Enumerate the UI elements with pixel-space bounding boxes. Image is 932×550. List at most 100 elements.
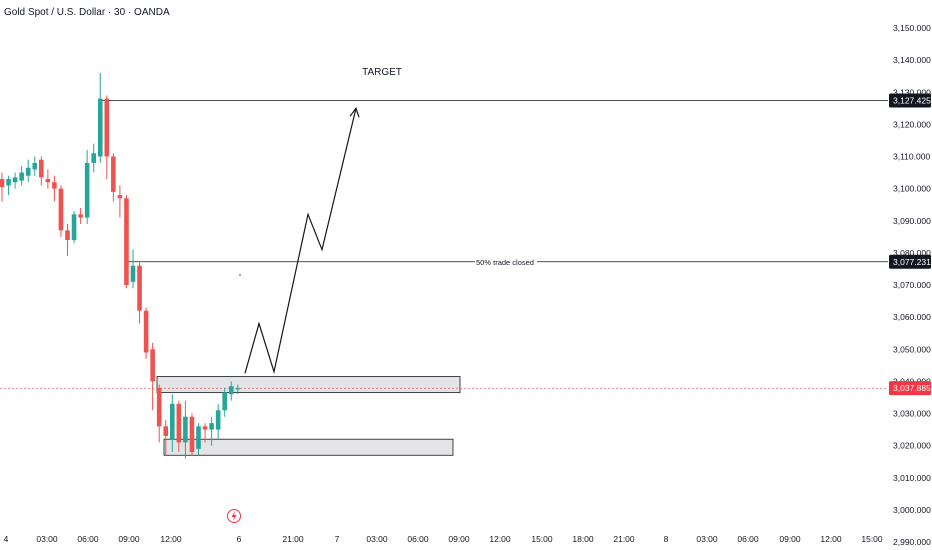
candle — [222, 387, 227, 417]
candle — [45, 169, 51, 189]
horizontal-lines — [0, 100, 888, 389]
candle-body — [189, 416, 195, 453]
candle — [97, 72, 103, 163]
time-axis[interactable]: 4 03:00 06:00 09:00 12:00 6 21:00 7 03:00 06:00 09… — [4, 509, 883, 545]
candle — [84, 150, 90, 224]
candle — [124, 195, 129, 289]
candle — [0, 172, 5, 202]
x-tick-label: 21:00 — [282, 534, 304, 544]
y-tick-label: 3,080.000 — [893, 248, 931, 258]
trade-note-bg — [475, 256, 537, 267]
price-tag[interactable]: 3,077.231 — [889, 254, 931, 269]
candle — [117, 185, 123, 218]
projection-path — [244, 108, 357, 375]
candle-body — [25, 167, 31, 176]
candle — [170, 394, 175, 453]
candle-body — [170, 403, 175, 440]
candle — [202, 423, 208, 443]
candle — [137, 262, 142, 324]
price-axis[interactable]: 3,150.000 3,140.000 3,130.000 3,120.000 3,11… — [889, 23, 931, 547]
price-tag[interactable]: 3,127.425 — [889, 93, 931, 108]
current-price-tag-text: 3,037.885 — [893, 383, 931, 393]
candle-body — [97, 98, 103, 157]
x-tick-label: 03:00 — [366, 534, 388, 544]
x-tick-label: 06:00 — [737, 534, 759, 544]
candle — [143, 307, 149, 359]
candle — [78, 207, 83, 224]
x-tick-label: 12:00 — [489, 534, 511, 544]
lightning-icon — [231, 511, 237, 521]
candle-body — [228, 386, 234, 395]
candle-body — [12, 177, 18, 183]
candle-body — [78, 214, 83, 218]
y-tick-label: 3,130.000 — [893, 87, 931, 97]
y-tick-label: 3,150.000 — [893, 23, 931, 33]
candle-body — [124, 198, 129, 285]
candle-body — [137, 265, 142, 311]
y-tick-label: 3,000.000 — [893, 505, 931, 515]
y-tick-label: 3,010.000 — [893, 473, 931, 483]
projection — [244, 107, 360, 375]
candle — [19, 166, 24, 186]
annotations: TARGET 50% trade closed — [239, 67, 537, 276]
x-tick-label: 09:00 — [118, 534, 140, 544]
price-tag-box — [889, 254, 931, 269]
candle — [52, 175, 57, 202]
price-tag-text: 3,077.231 — [893, 257, 931, 267]
event-icon[interactable] — [227, 509, 241, 523]
candle-body — [58, 188, 64, 231]
candle-body — [196, 426, 201, 449]
candle-body — [143, 310, 149, 353]
candle-body — [117, 195, 123, 199]
candle-body — [130, 265, 136, 282]
candle — [12, 172, 18, 189]
candle — [189, 413, 195, 456]
x-tick-label: 03:00 — [696, 534, 718, 544]
candle-body — [104, 98, 110, 157]
candle-body — [91, 153, 96, 163]
candle — [130, 249, 136, 289]
candle — [58, 185, 64, 237]
x-tick-label: 09:00 — [779, 534, 801, 544]
candle-body — [183, 416, 188, 443]
current-price-tag[interactable]: 3,037.885 — [889, 381, 931, 396]
y-tick-label: 3,020.000 — [893, 441, 931, 451]
candle — [39, 156, 44, 186]
candle — [150, 342, 155, 411]
candle-body — [215, 410, 221, 430]
symbol-title: Gold Spot / U.S. Dollar · 30 · OANDA — [4, 7, 170, 18]
zone-rectangle — [163, 438, 454, 456]
x-tick-label: 15:00 — [861, 534, 883, 544]
y-tick-label: 3,100.000 — [893, 184, 931, 194]
price-tag-box — [889, 93, 931, 108]
candle — [32, 156, 38, 176]
candle — [6, 175, 11, 196]
y-tick-label: 3,060.000 — [893, 312, 931, 322]
x-tick-label: 21:00 — [613, 534, 635, 544]
zone-rectangle — [156, 376, 461, 394]
candle — [183, 400, 188, 459]
candle — [65, 223, 70, 257]
candle — [111, 153, 116, 202]
candle-body — [65, 230, 70, 241]
candle-body — [150, 349, 155, 382]
dot-mark — [239, 274, 241, 276]
candle — [196, 423, 201, 456]
candle — [156, 384, 162, 443]
x-tick-label: 7 — [335, 534, 340, 544]
y-tick-label: 3,140.000 — [893, 55, 931, 65]
candle-body — [45, 178, 51, 183]
candle — [215, 403, 221, 440]
candle — [91, 143, 96, 173]
target-label: TARGET — [362, 67, 402, 78]
candle-body — [235, 388, 241, 390]
arrow-head-icon — [349, 107, 360, 118]
x-tick-label: 12:00 — [820, 534, 842, 544]
candle-body — [6, 178, 11, 186]
y-tick-label: 3,050.000 — [893, 344, 931, 354]
x-tick-label: 15:00 — [531, 534, 553, 544]
candle-body — [19, 172, 24, 181]
x-tick-label: 4 — [4, 534, 9, 544]
y-tick-label: 3,120.000 — [893, 119, 931, 129]
